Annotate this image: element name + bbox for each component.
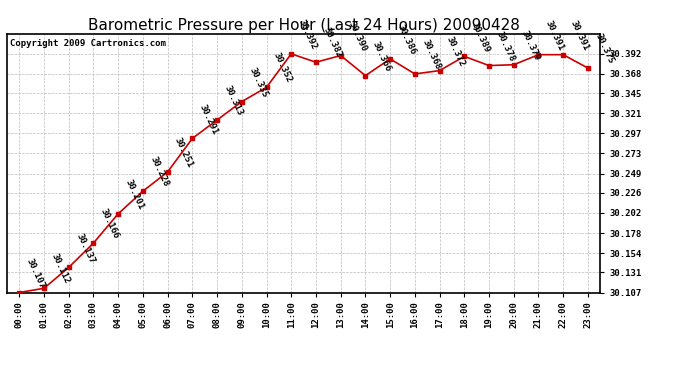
Text: 30.352: 30.352 [272, 51, 294, 85]
Text: 30.291: 30.291 [198, 103, 219, 136]
Text: 30.366: 30.366 [371, 40, 393, 73]
Text: 30.251: 30.251 [173, 136, 195, 169]
Text: 30.368: 30.368 [420, 38, 442, 71]
Text: 30.137: 30.137 [75, 232, 96, 265]
Text: 30.166: 30.166 [99, 207, 121, 240]
Text: 30.313: 30.313 [223, 84, 244, 117]
Text: 30.112: 30.112 [50, 252, 71, 285]
Text: 30.375: 30.375 [593, 32, 615, 65]
Text: 30.390: 30.390 [346, 20, 368, 53]
Text: 30.228: 30.228 [148, 155, 170, 188]
Text: 30.201: 30.201 [124, 178, 146, 211]
Text: 30.382: 30.382 [322, 26, 344, 60]
Text: 30.335: 30.335 [247, 66, 269, 99]
Title: Barometric Pressure per Hour (Last 24 Hours) 20090428: Barometric Pressure per Hour (Last 24 Ho… [88, 18, 520, 33]
Text: 30.389: 30.389 [470, 21, 492, 54]
Text: 30.372: 30.372 [445, 35, 467, 68]
Text: Copyright 2009 Cartronics.com: Copyright 2009 Cartronics.com [10, 39, 166, 48]
Text: 30.379: 30.379 [520, 29, 541, 62]
Text: 30.107: 30.107 [25, 257, 47, 290]
Text: 30.391: 30.391 [544, 19, 566, 52]
Text: 30.386: 30.386 [395, 23, 417, 56]
Text: 30.391: 30.391 [569, 19, 591, 52]
Text: 30.378: 30.378 [495, 30, 516, 63]
Text: 30.392: 30.392 [297, 18, 319, 51]
